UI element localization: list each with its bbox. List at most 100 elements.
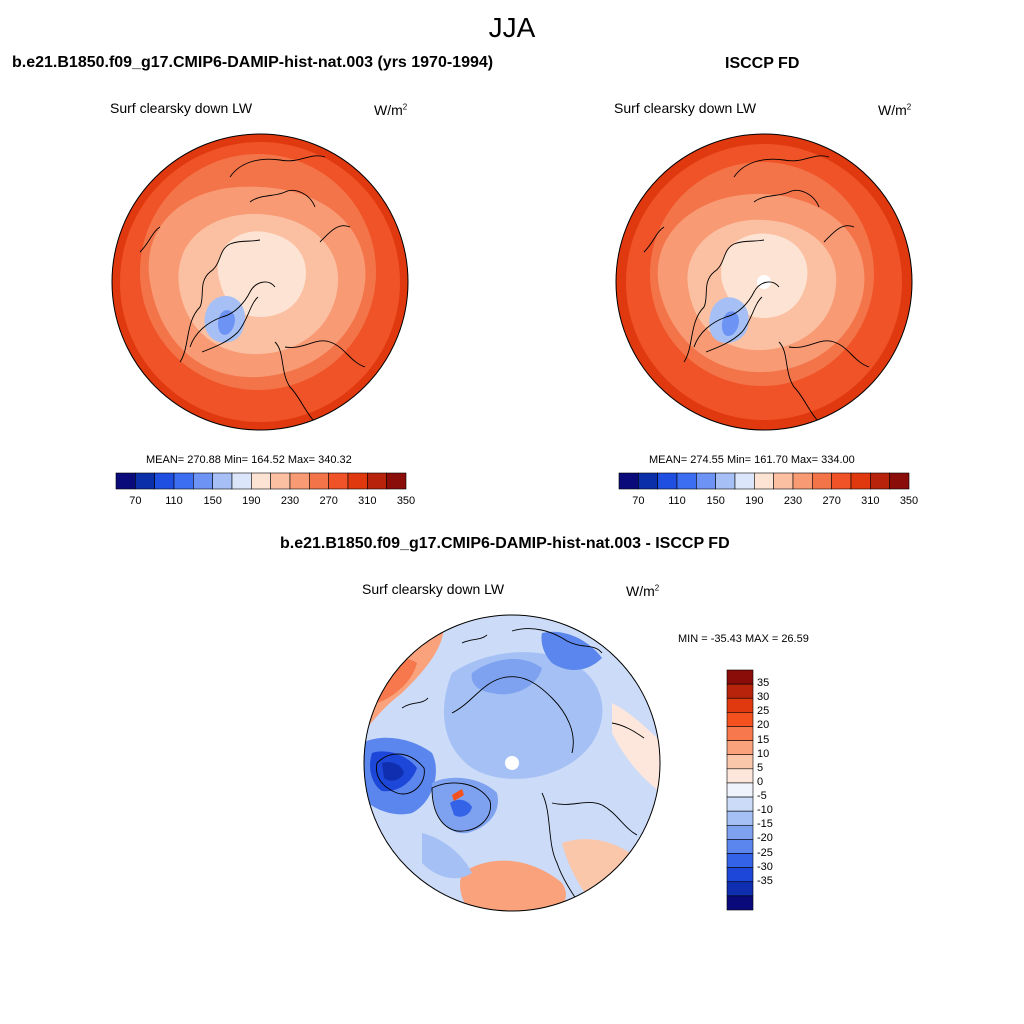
colorbar-tick-label: 35	[757, 677, 770, 690]
colorbar-tick-label: 0	[757, 775, 764, 788]
colorbar-swatch	[386, 472, 407, 490]
colorbar-tick-label: 350	[396, 495, 416, 507]
colorbar-swatch	[638, 472, 658, 490]
colorbar-tick-label: 270	[319, 495, 338, 507]
colorbar-swatch	[212, 472, 233, 490]
panel-1-units: W/m2	[374, 102, 408, 118]
colorbar-tick-label: 150	[706, 495, 725, 507]
colorbar-tick-label: 190	[745, 495, 764, 507]
colorbar-swatch	[173, 472, 194, 490]
colorbar-tick-label: 20	[757, 719, 770, 732]
colorbar-swatch	[726, 740, 754, 756]
colorbar-swatch	[726, 867, 754, 883]
panel-3-stats: MIN = -35.43 MAX = 26.59	[678, 633, 809, 645]
panel-2-variable: Surf clearsky down LW	[614, 100, 757, 116]
colorbar-swatch	[726, 782, 754, 798]
panel-1-title: b.e21.B1850.f09_g17.CMIP6-DAMIP-hist-nat…	[12, 54, 494, 71]
colorbar-tick-label: 310	[358, 495, 377, 507]
colorbar-swatch	[870, 472, 890, 490]
colorbar-swatch	[154, 472, 175, 490]
colorbar-tick-label: 150	[203, 495, 222, 507]
colorbar-tick-label: 10	[757, 747, 770, 760]
colorbar-swatch	[328, 472, 349, 490]
colorbar-tick-label: 5	[757, 761, 764, 774]
colorbar-swatch	[726, 796, 754, 812]
colorbar-swatch	[726, 881, 754, 897]
colorbar-swatch	[715, 472, 736, 490]
panel-3-colorbar	[726, 669, 754, 911]
colorbar-tick-label: 30	[757, 691, 770, 704]
colorbar-swatch	[251, 472, 271, 490]
colorbar-swatch	[726, 754, 754, 770]
colorbar-tick-label: 110	[668, 495, 686, 507]
colorbar-swatch	[231, 472, 252, 490]
colorbar-tick-label: 70	[129, 495, 142, 507]
panel-2-coastlines	[643, 155, 870, 423]
colorbar-swatch	[812, 472, 832, 490]
colorbar-tick-label: 270	[822, 495, 841, 507]
colorbar-swatch	[726, 726, 754, 741]
panel-2-units: W/m2	[878, 102, 912, 118]
colorbar-swatch	[726, 810, 754, 826]
colorbar-tick-label: 190	[242, 495, 261, 507]
panel-1-polar-map	[111, 133, 409, 431]
panel-1-stats: MEAN= 270.88 Min= 164.52 Max= 340.32	[146, 454, 352, 466]
colorbar-tick-label: 25	[757, 705, 770, 718]
colorbar-swatch	[726, 697, 754, 713]
panel-3-units: W/m2	[626, 583, 660, 599]
colorbar-swatch	[347, 472, 368, 490]
colorbar-tick-label: -30	[757, 860, 773, 873]
colorbar-swatch	[193, 472, 213, 490]
panel-2-stats: MEAN= 274.55 Min= 161.70 Max= 334.00	[649, 454, 855, 466]
colorbar-swatch	[726, 712, 754, 727]
colorbar-swatch	[726, 669, 754, 685]
panel-1-coastlines	[139, 155, 366, 423]
colorbar-tick-label: -10	[757, 804, 773, 817]
panel-1-variable: Surf clearsky down LW	[110, 100, 253, 116]
colorbar-tick-label: -15	[757, 818, 773, 831]
colorbar-swatch	[726, 895, 754, 911]
colorbar-tick-label: 70	[632, 495, 645, 507]
colorbar-swatch	[289, 472, 310, 490]
colorbar-swatch	[696, 472, 716, 490]
figure-title: JJA	[488, 12, 536, 43]
colorbar-tick-label: -5	[757, 790, 767, 803]
colorbar-swatch	[792, 472, 813, 490]
colorbar-swatch	[726, 683, 754, 699]
colorbar-tick-label: 230	[783, 495, 803, 507]
colorbar-tick-label: 350	[899, 495, 919, 507]
colorbar-swatch	[135, 472, 155, 490]
colorbar-swatch	[676, 472, 697, 490]
difference-title: b.e21.B1850.f09_g17.CMIP6-DAMIP-hist-nat…	[280, 535, 730, 552]
panel-3-coastlines	[376, 628, 645, 909]
panel-3-polar-map	[363, 614, 661, 912]
panel-2-polar-map	[615, 133, 913, 431]
colorbar-tick-label: -20	[757, 832, 773, 845]
colorbar-swatch	[754, 472, 774, 490]
colorbar-swatch	[115, 472, 136, 490]
panel-3-variable: Surf clearsky down LW	[362, 581, 505, 597]
colorbar-swatch	[367, 472, 387, 490]
colorbar-swatch	[889, 472, 910, 490]
colorbar-swatch	[726, 824, 754, 840]
colorbar-swatch	[831, 472, 852, 490]
colorbar-swatch	[726, 768, 754, 784]
colorbar-tick-label: 15	[757, 733, 770, 746]
colorbar-swatch	[773, 472, 794, 490]
colorbar-tick-label: -35	[757, 874, 773, 887]
colorbar-tick-label: 230	[280, 495, 300, 507]
colorbar-swatch	[734, 472, 755, 490]
colorbar-swatch	[309, 472, 329, 490]
colorbar-swatch	[850, 472, 871, 490]
colorbar-tick-label: 310	[861, 495, 880, 507]
colorbar-tick-label: 110	[165, 495, 183, 507]
panel-2-colorbar	[618, 472, 910, 490]
panel-2-title: ISCCP FD	[725, 55, 800, 72]
colorbar-swatch	[726, 853, 754, 868]
colorbar-swatch	[618, 472, 639, 490]
colorbar-swatch	[726, 839, 754, 854]
colorbar-tick-label: -25	[757, 846, 773, 859]
colorbar-swatch	[270, 472, 291, 490]
colorbar-swatch	[657, 472, 678, 490]
panel-1-colorbar	[115, 472, 407, 490]
